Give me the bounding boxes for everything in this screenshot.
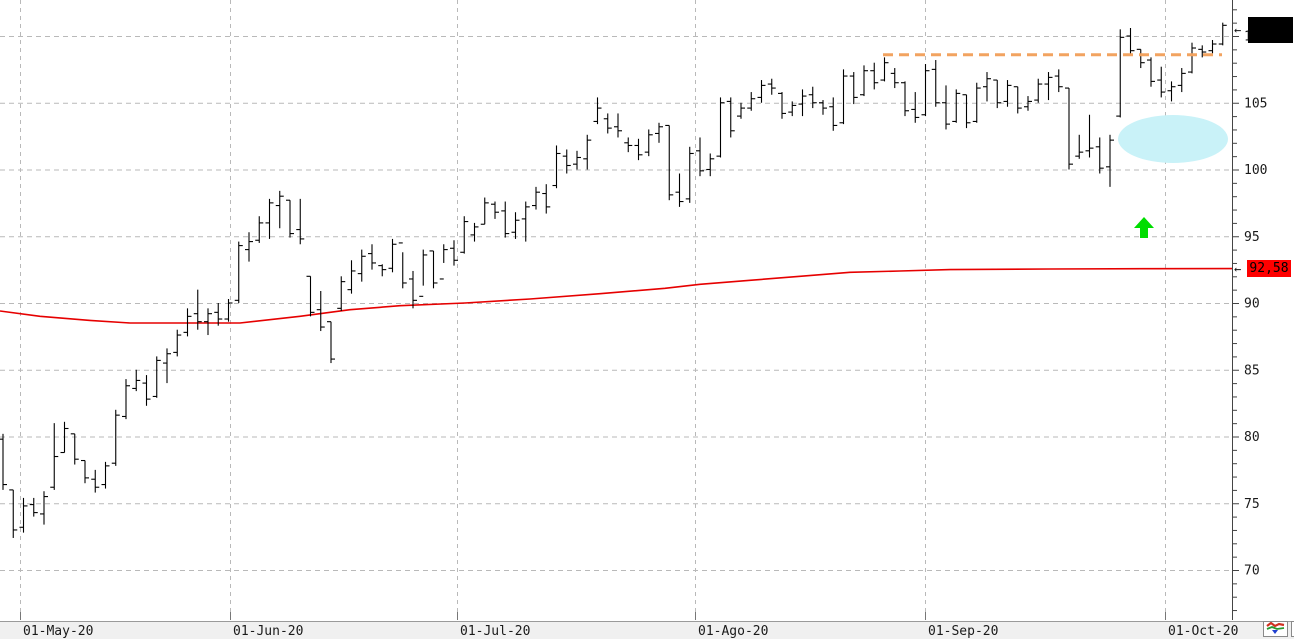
ohlc-bars-layer [0, 22, 1227, 538]
ma-price-marker: 92,58 [1247, 260, 1291, 277]
y-tick-label: 90 [1244, 297, 1260, 312]
y-tick-label: 105 [1244, 96, 1267, 111]
x-axis-ticks [20, 612, 1166, 620]
price-chart[interactable]: 110105100959085807570 [0, 0, 1294, 620]
buy-arrow-icon [1134, 217, 1154, 238]
x-axis-label: 01-Jul-20 [460, 624, 531, 639]
partial-button[interactable] [1291, 621, 1294, 637]
last-price-marker-redacted [1248, 17, 1293, 43]
left-arrow-icon: ← [1234, 262, 1242, 276]
y-axis [1232, 0, 1239, 620]
grid-layer [0, 0, 1232, 620]
y-tick-label: 70 [1244, 564, 1260, 579]
y-axis-labels: 110105100959085807570 [1244, 30, 1267, 579]
scroll-to-end-button[interactable] [1263, 621, 1288, 637]
moving-average-line [0, 267, 1233, 324]
x-axis-label: 01-Ago-20 [698, 624, 769, 639]
x-axis-label: 01-Jun-20 [233, 624, 304, 639]
y-tick-label: 100 [1244, 163, 1267, 178]
y-tick-label: 95 [1244, 230, 1260, 245]
y-tick-label: 75 [1244, 497, 1260, 512]
x-axis-label: 01-Oct-20 [1168, 624, 1239, 639]
y-tick-label: 80 [1244, 430, 1260, 445]
mini-chart-with-blue-arrow-icon [1266, 621, 1285, 634]
x-axis-strip: 01-May-20 01-Jun-20 01-Jul-20 01-Ago-20 … [0, 621, 1294, 639]
x-axis-label: 01-Sep-20 [928, 624, 999, 639]
x-axis-label: 01-May-20 [23, 624, 94, 639]
left-arrow-icon: ← [1234, 23, 1242, 37]
y-tick-label: 85 [1244, 363, 1260, 378]
highlight-ellipse [1118, 115, 1228, 163]
